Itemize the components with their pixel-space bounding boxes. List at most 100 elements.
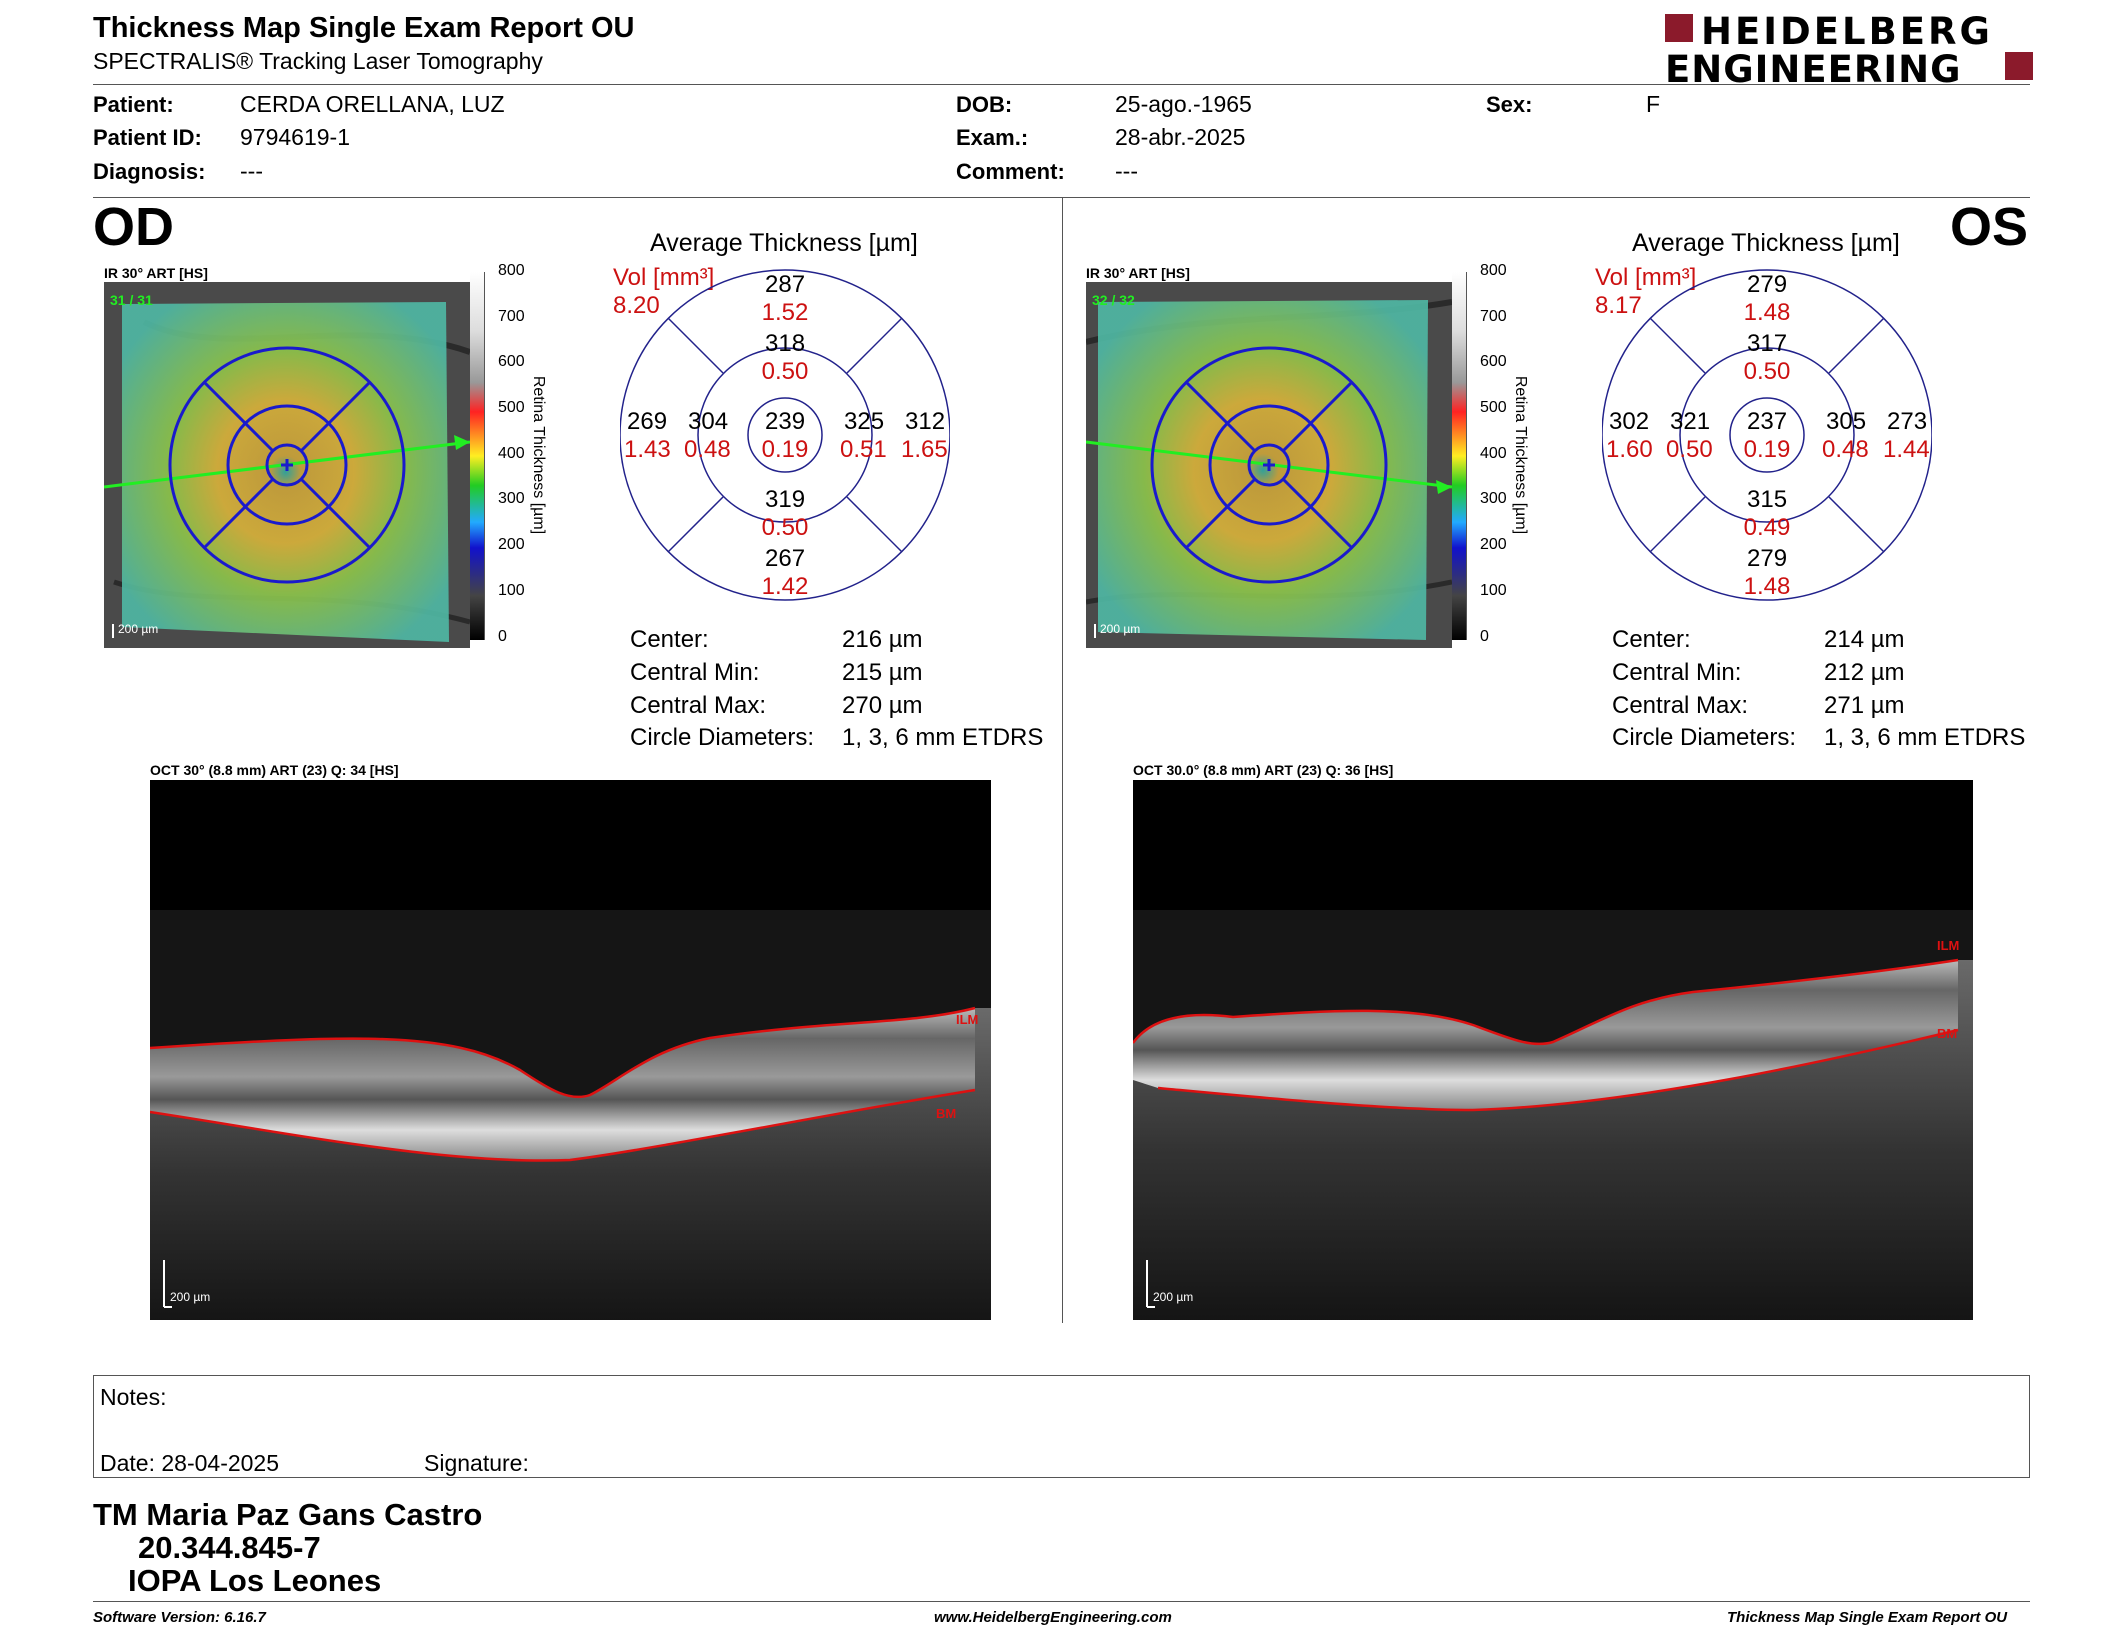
- os-colorbar-tick-5: 300: [1480, 490, 1507, 507]
- od-ir-scalebar: [112, 624, 114, 638]
- od-temp-inner: 304: [688, 408, 729, 435]
- signer-name: TM Maria Paz Gans Castro: [93, 1497, 483, 1532]
- notes-box[interactable]: Notes: Date: 28-04-2025 Signature:: [93, 1375, 2030, 1478]
- od-ir-corner: 31 / 31: [110, 292, 153, 308]
- os-oct-scale: 200 µm: [1153, 1290, 1194, 1304]
- od-eye-label: OD: [93, 197, 174, 257]
- os-etdrs-grid: [1602, 269, 1932, 601]
- os-temp-inner-vol: 0.50: [1666, 436, 1713, 463]
- notes-label: Notes:: [100, 1384, 167, 1410]
- od-diam-label: Circle Diameters:: [630, 724, 815, 751]
- os-colorbar: [1452, 272, 1466, 640]
- od-bm-label: BM: [936, 1106, 957, 1121]
- patient-id-value: 9794619-1: [240, 124, 350, 150]
- os-colorbar-tick-1: 700: [1480, 308, 1507, 325]
- od-min-value: 215 µm: [842, 659, 923, 686]
- os-temp-outer: 302: [1609, 408, 1650, 435]
- od-ir-scale: 200 µm: [118, 622, 159, 636]
- od-min-label: Central Min:: [630, 659, 760, 686]
- signature-label: Signature:: [424, 1450, 529, 1476]
- patient-divider: [93, 197, 2030, 198]
- os-ir-image: 32 / 32 200 µm: [1086, 282, 1452, 648]
- od-sup-outer: 287: [765, 271, 806, 298]
- os-colorbar-tick-7: 100: [1480, 582, 1507, 599]
- os-sup-inner: 317: [1747, 330, 1788, 357]
- patient-id-label: Patient ID:: [93, 125, 202, 150]
- od-nas-inner-vol: 0.51: [840, 436, 887, 463]
- od-inf-inner-vol: 0.50: [761, 514, 809, 541]
- os-nas-inner: 305: [1826, 408, 1867, 435]
- exam-label: Exam.:: [956, 125, 1029, 150]
- logo-line2: ENGINEERING: [1665, 48, 1962, 91]
- os-inf-outer-vol: 1.48: [1743, 573, 1791, 600]
- os-oct-label: OCT 30.0° (8.8 mm) ART (23) Q: 36 [HS]: [1133, 762, 1394, 778]
- report-subtitle: SPECTRALIS® Tracking Laser Tomography: [93, 48, 543, 74]
- comment-label: Comment:: [956, 159, 1065, 184]
- patient-label: Patient:: [93, 92, 174, 117]
- sex-label: Sex:: [1486, 92, 1533, 117]
- comment-value: ---: [1115, 158, 1138, 184]
- software-version: Software Version: 6.16.7: [93, 1609, 266, 1626]
- os-vol-label: Vol [mm³]: [1595, 264, 1697, 291]
- od-max-label: Central Max:: [630, 692, 767, 719]
- od-ir-image: 31 / 31 200 µm: [104, 282, 470, 648]
- os-ir-scale: 200 µm: [1100, 622, 1141, 636]
- od-colorbar-tick-7: 100: [498, 582, 525, 599]
- os-colorbar-ticks: [1466, 272, 1479, 640]
- center-divider: [1062, 198, 1063, 1323]
- od-sup-inner-vol: 0.50: [761, 358, 809, 385]
- od-oct-label: OCT 30° (8.8 mm) ART (23) Q: 34 [HS]: [150, 762, 399, 778]
- os-colorbar-tick-0: 800: [1480, 262, 1507, 279]
- sex-value: F: [1646, 91, 1661, 117]
- os-ir-label: IR 30° ART [HS]: [1086, 265, 1190, 281]
- os-nas-outer: 273: [1887, 408, 1928, 435]
- od-oct-svg: [150, 910, 991, 1320]
- os-oct-image: ILM BM 200 µm: [1133, 780, 1973, 1320]
- os-colorbar-tick-6: 200: [1480, 536, 1507, 553]
- od-diam-value: 1, 3, 6 mm ETDRS: [842, 724, 1044, 751]
- os-max-label: Central Max:: [1612, 692, 1749, 719]
- os-diam-label: Circle Diameters:: [1612, 724, 1797, 751]
- od-temp-inner-vol: 0.48: [684, 436, 731, 463]
- os-min-label: Central Min:: [1612, 659, 1742, 686]
- heidelberg-logo: HEIDELBERG ENGINEERING: [1665, 10, 2035, 91]
- website-link[interactable]: www.HeidelbergEngineering.com: [934, 1609, 1172, 1626]
- os-temp-outer-vol: 1.60: [1606, 436, 1653, 463]
- od-etdrs-grid: [620, 269, 950, 601]
- dob-label: DOB:: [956, 92, 1013, 117]
- logo-line1: HEIDELBERG: [1701, 10, 1993, 53]
- logo-square-top: [1665, 14, 1693, 42]
- od-colorbar-ticks: [484, 272, 497, 640]
- od-vol-total: 8.20: [613, 292, 660, 319]
- od-vol-label: Vol [mm³]: [613, 264, 715, 291]
- od-colorbar-tick-5: 300: [498, 490, 525, 507]
- footer-report-name: Thickness Map Single Exam Report OU: [1727, 1609, 2008, 1626]
- od-ir-label: IR 30° ART [HS]: [104, 265, 208, 281]
- report-title: Thickness Map Single Exam Report OU: [93, 12, 635, 44]
- od-avg-title: Average Thickness [µm]: [650, 229, 918, 257]
- logo-square-bottom: [2005, 52, 2033, 80]
- od-oct-image: ILM BM 200 µm: [150, 780, 991, 1320]
- od-colorbar: [470, 272, 484, 640]
- os-nas-inner-vol: 0.48: [1822, 436, 1869, 463]
- od-center-value: 216 µm: [842, 626, 923, 653]
- os-colorbar-axis-label: Retina Thickness [µm]: [1512, 375, 1529, 535]
- od-ilm-label: ILM: [956, 1012, 979, 1027]
- os-vol-total: 8.17: [1595, 292, 1642, 319]
- os-max-value: 271 µm: [1824, 692, 1905, 719]
- od-sup-inner: 318: [765, 330, 806, 357]
- od-temp-outer: 269: [627, 408, 668, 435]
- os-inf-outer: 279: [1747, 545, 1788, 572]
- od-nas-outer-vol: 1.65: [901, 436, 948, 463]
- diagnosis-label: Diagnosis:: [93, 159, 206, 184]
- os-sup-outer-vol: 1.48: [1743, 299, 1791, 326]
- od-colorbar-tick-2: 600: [498, 353, 525, 370]
- od-temp-outer-vol: 1.43: [624, 436, 671, 463]
- od-inf-inner: 319: [765, 486, 806, 513]
- od-colorbar-tick-3: 500: [498, 399, 525, 416]
- patient-value: CERDA ORELLANA, LUZ: [240, 91, 505, 117]
- od-inf-outer-vol: 1.42: [761, 573, 809, 600]
- od-center-vol: 0.19: [761, 436, 809, 463]
- os-colorbar-tick-2: 600: [1480, 353, 1507, 370]
- os-colorbar-tick-8: 0: [1480, 628, 1489, 645]
